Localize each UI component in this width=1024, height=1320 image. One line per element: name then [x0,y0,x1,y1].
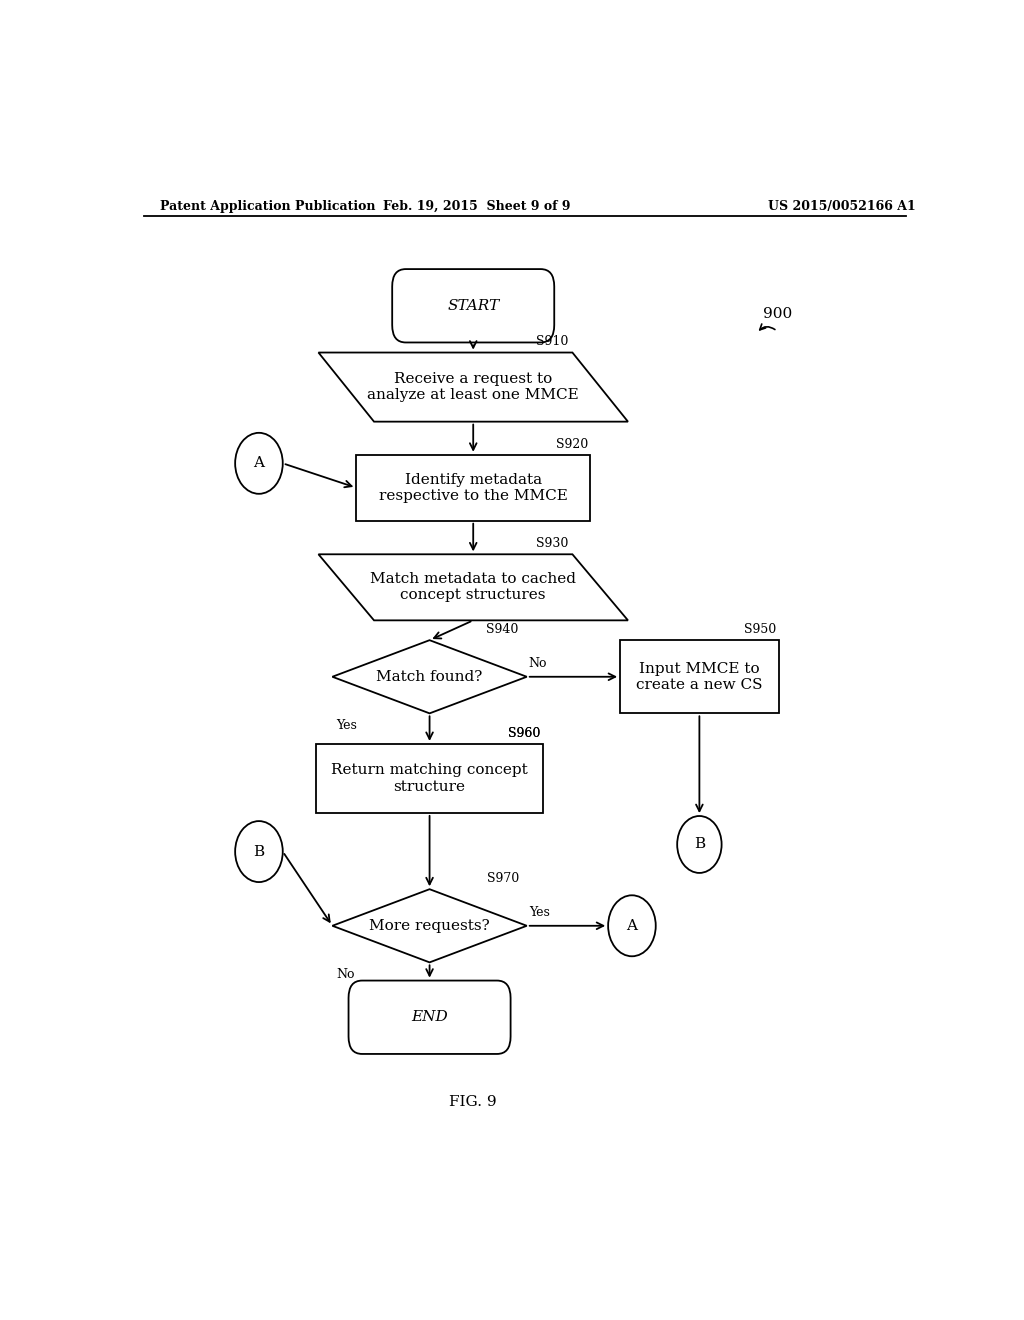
Text: 900: 900 [763,308,793,321]
Text: More requests?: More requests? [370,919,489,933]
Circle shape [236,821,283,882]
Text: START: START [447,298,500,313]
Text: Feb. 19, 2015  Sheet 9 of 9: Feb. 19, 2015 Sheet 9 of 9 [383,199,571,213]
Text: S970: S970 [486,873,519,886]
Bar [356,454,590,521]
Text: A: A [627,919,637,933]
Text: No: No [528,656,547,669]
Text: Identify metadata
respective to the MMCE: Identify metadata respective to the MMCE [379,473,567,503]
Text: Patent Application Publication: Patent Application Publication [160,199,375,213]
Circle shape [236,433,283,494]
Circle shape [608,895,655,956]
Polygon shape [333,890,526,962]
Text: Yes: Yes [529,906,550,919]
Text: Match metadata to cached
concept structures: Match metadata to cached concept structu… [371,573,577,602]
Text: S910: S910 [537,335,568,348]
Text: S920: S920 [556,438,588,450]
Text: S960: S960 [508,727,541,739]
Text: Return matching concept
structure: Return matching concept structure [331,763,528,793]
Text: A: A [254,457,264,470]
Circle shape [677,816,722,873]
Bar [620,640,778,713]
Text: S930: S930 [537,537,568,550]
Text: Yes: Yes [336,719,357,733]
FancyBboxPatch shape [392,269,554,342]
Text: S960: S960 [508,727,541,739]
Text: Receive a request to
analyze at least one MMCE: Receive a request to analyze at least on… [368,372,580,403]
Text: B: B [694,837,705,851]
Polygon shape [333,640,526,713]
Text: B: B [253,845,264,858]
Text: US 2015/0052166 A1: US 2015/0052166 A1 [768,199,916,213]
FancyBboxPatch shape [348,981,511,1053]
Text: S950: S950 [744,623,776,636]
Text: Match found?: Match found? [377,669,482,684]
Polygon shape [318,352,628,421]
Text: END: END [412,1010,447,1024]
Polygon shape [318,554,628,620]
Bar [316,744,543,813]
Text: No: No [336,969,355,982]
Text: FIG. 9: FIG. 9 [450,1094,497,1109]
Text: Input MMCE to
create a new CS: Input MMCE to create a new CS [636,661,763,692]
Text: S940: S940 [486,623,519,636]
